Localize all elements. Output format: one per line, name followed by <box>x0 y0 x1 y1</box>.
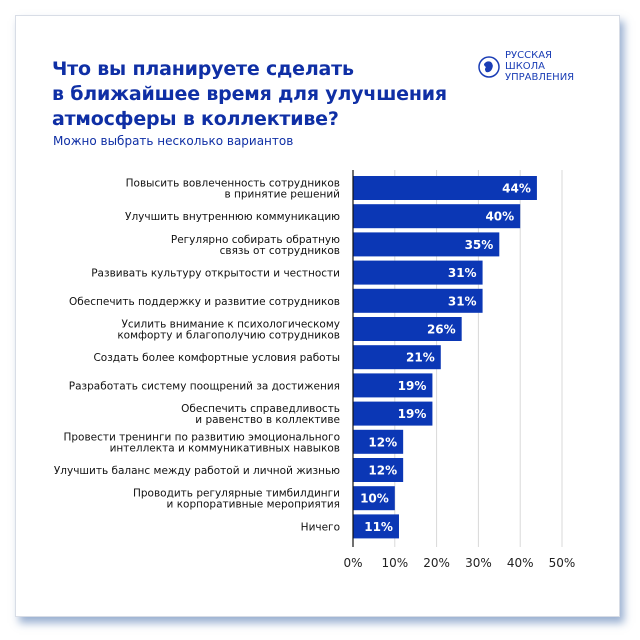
data-label: 26% <box>427 323 456 337</box>
data-label: 12% <box>368 464 397 478</box>
x-tick-label: 50% <box>549 556 576 570</box>
data-label: 19% <box>398 379 427 393</box>
category-label: Регулярно собирать обратную <box>171 234 340 246</box>
category-label: связь от сотрудников <box>220 245 340 257</box>
category-label: Создать более комфортные условия работы <box>93 352 340 364</box>
data-label: 31% <box>448 266 477 280</box>
logo-line: ШКОЛА <box>505 61 546 72</box>
logo-line: РУССКАЯ <box>505 50 552 61</box>
category-label: Повысить вовлеченность сотрудников <box>126 178 340 190</box>
data-label: 21% <box>406 351 435 365</box>
logo-line: УПРАВЛЕНИЯ <box>505 72 575 83</box>
bar <box>353 429 404 454</box>
category-label: Ничего <box>301 521 340 533</box>
logo: РУССКАЯ ШКОЛА УПРАВЛЕНИЯ <box>478 50 574 83</box>
bar <box>353 401 433 426</box>
data-label: 31% <box>448 294 477 308</box>
bar <box>353 232 500 257</box>
chart-title: Что вы планируете сделать в ближайшее вр… <box>52 57 447 132</box>
bar <box>353 288 483 313</box>
category-label: Улучшить баланс между работой и личной ж… <box>54 465 340 477</box>
chart-card <box>15 15 620 617</box>
title-line: атмосферы в коллективе? <box>52 108 339 130</box>
category-label: Провести тренинги по развитию эмоциональ… <box>63 431 340 443</box>
data-label: 44% <box>502 182 531 196</box>
category-label: и равенство в коллективе <box>195 414 340 426</box>
bar <box>353 176 537 200</box>
category-label: Улучшить внутреннюю коммуникацию <box>125 211 340 223</box>
data-label: 10% <box>360 492 389 506</box>
bar <box>353 514 399 539</box>
bar <box>353 373 433 398</box>
bar <box>353 204 521 229</box>
data-label: 35% <box>465 238 494 252</box>
data-label: 40% <box>485 210 514 224</box>
category-label: комфорту и благополучию сотрудников <box>117 330 340 342</box>
x-tick-label: 10% <box>381 556 408 570</box>
category-label: Развивать культуру открытости и честност… <box>91 268 340 280</box>
title-line: Что вы планируете сделать <box>52 58 354 80</box>
category-label: Проводить регулярные тимбилдинги <box>133 488 340 500</box>
bar <box>353 317 462 341</box>
bar <box>353 260 483 285</box>
category-label: Усилить внимание к психологическому <box>122 319 341 331</box>
category-label: интеллекта и коммуникативных навыков <box>110 442 340 454</box>
title-line: в ближайшее время для улучшения <box>52 83 447 105</box>
bar <box>353 458 404 482</box>
x-tick-label: 20% <box>423 556 450 570</box>
data-label: 19% <box>398 407 427 421</box>
bar <box>353 345 441 370</box>
bar <box>353 486 395 511</box>
category-label: в принятие решений <box>224 189 340 201</box>
category-label: и корпоративные мероприятия <box>167 499 340 511</box>
data-label: 11% <box>364 520 393 534</box>
x-tick-label: 0% <box>343 556 362 570</box>
category-label: Обеспечить поддержку и развитие сотрудни… <box>69 296 340 308</box>
category-label: Разработать систему поощрений за достиже… <box>69 380 340 392</box>
data-label: 12% <box>368 435 397 449</box>
x-tick-label: 30% <box>465 556 492 570</box>
category-label: Обеспечить справедливость <box>181 403 340 415</box>
logo-emblem-icon <box>478 55 500 78</box>
chart-subtitle: Можно выбрать несколько вариантов <box>53 134 294 148</box>
x-tick-label: 40% <box>507 556 534 570</box>
